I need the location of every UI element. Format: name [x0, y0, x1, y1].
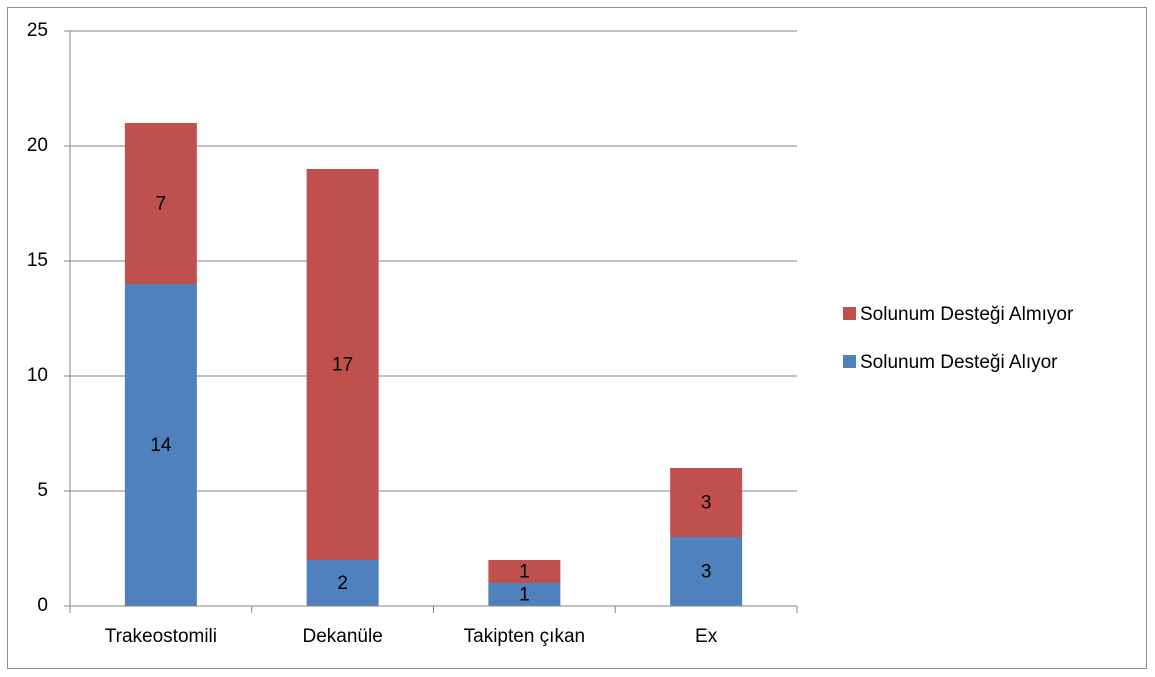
data-label: 1	[519, 585, 530, 606]
bar-segment	[124, 123, 197, 284]
legend-swatch	[843, 307, 856, 320]
legend-swatch	[843, 355, 856, 368]
data-label: 2	[337, 573, 348, 594]
bar-segment	[488, 560, 561, 583]
chart-border	[7, 7, 1147, 669]
x-tick-label: Dekanüle	[302, 626, 382, 647]
data-label: 14	[150, 435, 172, 456]
bar-segment	[306, 560, 379, 606]
data-label: 17	[332, 355, 353, 376]
x-tick-label: Takipten çıkan	[464, 626, 585, 647]
bar-segment	[670, 468, 743, 537]
y-tick-label: 20	[27, 135, 48, 156]
y-tick-label: 10	[27, 365, 48, 386]
bar-segment	[670, 537, 743, 606]
bar-segment	[124, 284, 197, 606]
y-tick-label: 5	[37, 480, 48, 501]
x-tick-label: Ex	[695, 626, 718, 647]
data-label: 3	[701, 562, 712, 583]
data-label: 3	[701, 493, 712, 514]
legend-label: Solunum Desteği Alıyor	[860, 352, 1058, 373]
data-label: 1	[519, 562, 530, 583]
y-tick-label: 0	[37, 595, 48, 616]
legend-label: Solunum Desteği Almıyor	[860, 304, 1074, 325]
bar-segment	[488, 583, 561, 606]
data-label: 7	[156, 194, 167, 215]
y-tick-label: 15	[27, 250, 48, 271]
bar-segment	[306, 169, 379, 560]
x-tick-label: Trakeostomili	[105, 626, 217, 647]
y-tick-label: 25	[27, 20, 48, 41]
